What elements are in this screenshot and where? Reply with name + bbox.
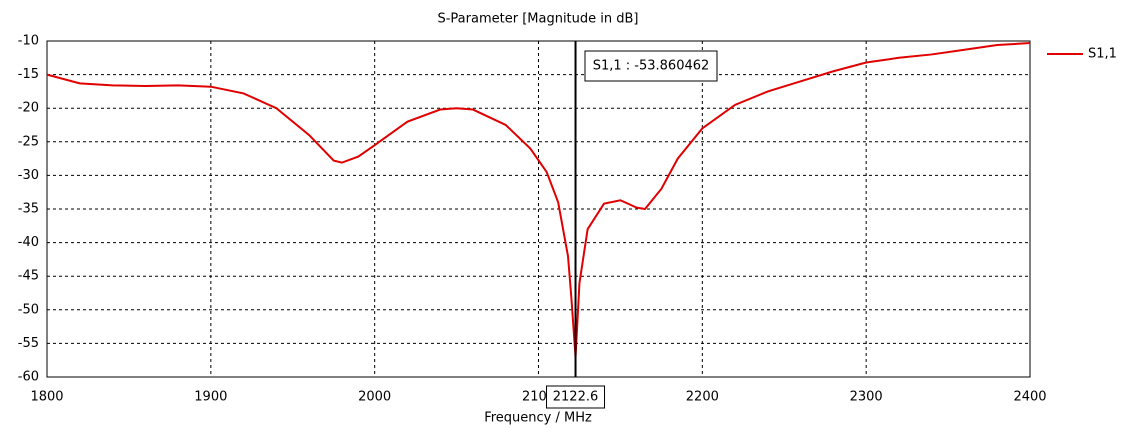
y-tick-label: -35 (18, 202, 39, 217)
y-tick-label: -30 (18, 168, 39, 183)
legend-label: S1,1 (1088, 47, 1117, 62)
y-tick-label: -20 (18, 101, 39, 116)
y-tick-label: -25 (18, 134, 39, 149)
y-tick-label: -50 (18, 302, 39, 317)
series-line (46, 42, 1031, 357)
y-tick-label: -55 (18, 336, 39, 351)
x-tick-label: 2300 (850, 390, 883, 405)
x-tick-label: 1900 (194, 390, 227, 405)
chart-title: S-Parameter [Magnitude in dB] (437, 12, 638, 27)
plot-frame (46, 40, 1031, 378)
y-tick-label: -45 (18, 269, 39, 284)
x-tick-label: 2400 (1013, 390, 1046, 405)
marker-label: S1,1 : -53.860462 (593, 59, 710, 74)
x-tick-label: 2200 (686, 390, 719, 405)
x-tick-label: 2000 (358, 390, 391, 405)
y-tick-label: -10 (18, 34, 39, 49)
marker-x-box (546, 385, 606, 409)
marker-x-label: 2122.6 (553, 390, 599, 405)
marker-label-box (584, 50, 718, 82)
y-tick-label: -60 (18, 370, 39, 385)
y-tick-label: -15 (18, 67, 39, 82)
x-axis-label: Frequency / MHz (484, 411, 592, 426)
x-tick-label: 1800 (30, 390, 63, 405)
y-tick-label: -40 (18, 235, 39, 250)
